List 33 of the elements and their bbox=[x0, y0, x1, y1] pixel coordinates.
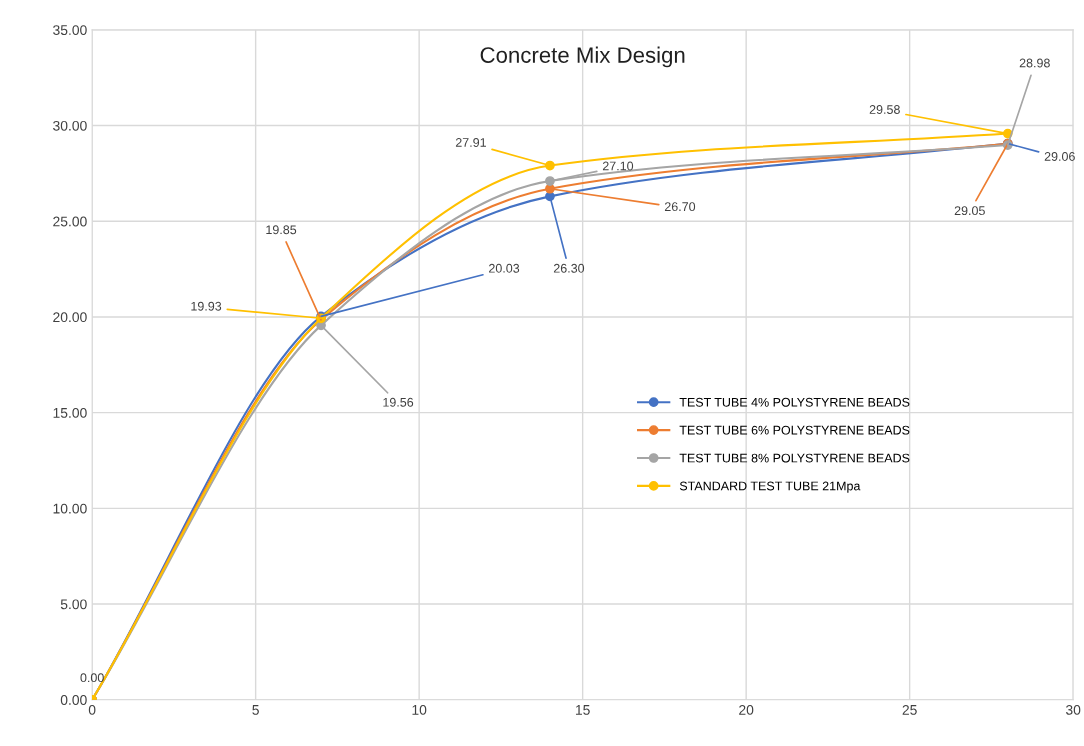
data-label: 27.10 bbox=[602, 161, 634, 171]
y-tick-label: 15.00 bbox=[53, 407, 87, 418]
data-label: 29.58 bbox=[869, 105, 900, 114]
legend-label: TEST TUBE 8% POLYSTYRENE BEADS bbox=[679, 453, 910, 463]
y-tick-label: 20.00 bbox=[53, 312, 87, 323]
legend-label: STANDARD TEST TUBE 21Mpa bbox=[679, 481, 861, 493]
legend-label: TEST TUBE 6% POLYSTYRENE BEADS bbox=[679, 425, 910, 435]
x-tick-label: 25 bbox=[902, 704, 917, 715]
data-label: 27.91 bbox=[455, 138, 486, 147]
x-tick-label: 0 bbox=[88, 704, 96, 715]
data-label: 26.30 bbox=[553, 263, 585, 273]
x-tick-label: 10 bbox=[412, 704, 427, 715]
data-label: 19.56 bbox=[383, 397, 414, 407]
data-label: 26.70 bbox=[664, 202, 696, 212]
y-tick-label: 35.00 bbox=[53, 25, 87, 36]
data-label: 29.06 bbox=[1044, 152, 1075, 161]
data-label: 19.85 bbox=[266, 225, 297, 235]
text: Concrete Mix Design bbox=[480, 46, 685, 68]
data-label: 20.03 bbox=[489, 263, 520, 273]
x-tick-label: 30 bbox=[1065, 704, 1081, 715]
data-label: 19.93 bbox=[191, 301, 222, 311]
data-label: 0.00 bbox=[80, 673, 104, 683]
y-tick-label: 30.00 bbox=[53, 120, 87, 131]
y-tick-label: 10.00 bbox=[53, 503, 87, 514]
data-label: 29.05 bbox=[954, 206, 985, 216]
x-tick-label: 15 bbox=[575, 705, 590, 715]
y-tick-label: 25.00 bbox=[53, 216, 87, 227]
y-tick-label: 0.00 bbox=[60, 695, 87, 705]
x-tick-label: 20 bbox=[739, 704, 754, 715]
legend-label: TEST TUBE 4% POLYSTYRENE BEADS bbox=[679, 397, 910, 407]
x-tick-label: 5 bbox=[252, 705, 259, 715]
data-label: 28.98 bbox=[1019, 58, 1050, 68]
y-tick-label: 5.00 bbox=[60, 599, 87, 610]
